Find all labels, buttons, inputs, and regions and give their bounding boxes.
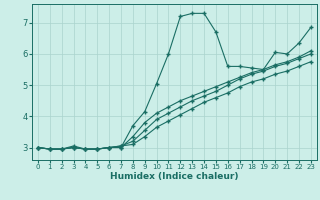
X-axis label: Humidex (Indice chaleur): Humidex (Indice chaleur) xyxy=(110,172,239,181)
